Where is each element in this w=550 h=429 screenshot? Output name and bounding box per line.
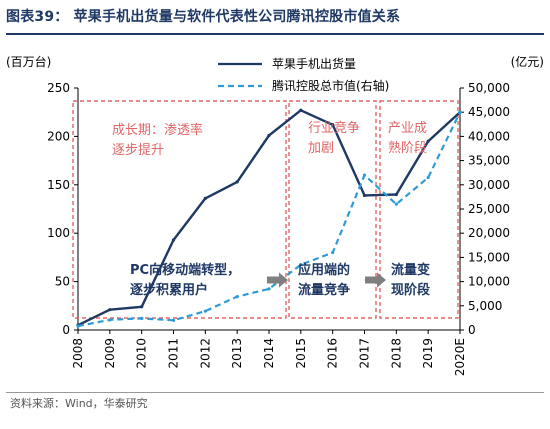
x-tick-label: 2009 bbox=[103, 338, 117, 369]
series-2-point bbox=[235, 295, 239, 299]
series-layer bbox=[76, 108, 462, 328]
series-2-point bbox=[299, 263, 303, 267]
left-tick-label: 250 bbox=[47, 81, 70, 95]
series-1-point bbox=[362, 193, 367, 198]
left-tick-label: 150 bbox=[47, 178, 70, 192]
annotation-4-line-2: 逐步积累用户 bbox=[130, 282, 208, 298]
right-tick-label: 45,000 bbox=[468, 105, 510, 119]
legend-label-2: 腾讯控股总市值(右轴) bbox=[272, 78, 389, 93]
arrow-icon-1 bbox=[267, 272, 288, 288]
x-tick-label: 2012 bbox=[198, 338, 212, 369]
x-tick-label: 2019 bbox=[421, 338, 435, 369]
right-tick-label: 35,000 bbox=[468, 154, 510, 168]
series-2-point bbox=[171, 318, 176, 322]
left-tick-label: 0 bbox=[62, 323, 70, 337]
left-axis-unit: (百万台) bbox=[6, 54, 51, 69]
x-tick-label: 2017 bbox=[358, 338, 372, 369]
x-tick-label: 2018 bbox=[389, 338, 403, 369]
series-2-point bbox=[140, 316, 144, 320]
right-tick-label: 0 bbox=[468, 323, 476, 337]
series-1-point bbox=[426, 139, 430, 143]
right-tick-label: 30,000 bbox=[468, 178, 510, 192]
annotation-4-line-1: PC向移动端转型， bbox=[130, 262, 240, 278]
series-1-point bbox=[108, 308, 112, 312]
series-1-point bbox=[267, 133, 271, 138]
phase-boxes bbox=[72, 100, 459, 319]
x-tick-label: 2011 bbox=[167, 338, 181, 369]
annotation-5-line-1: 应用端的 bbox=[298, 262, 350, 278]
series-2-point bbox=[458, 110, 462, 114]
right-tick-label: 10,000 bbox=[468, 275, 510, 289]
figure-title: 图表39： 苹果手机出货量与软件代表性公司腾讯控股市值关系 bbox=[6, 9, 401, 25]
series-2-point bbox=[362, 173, 367, 177]
right-tick-label: 25,000 bbox=[468, 202, 510, 216]
annotation-1-line-1: 成长期：渗透率 bbox=[112, 122, 203, 138]
annotation-3-line-2: 熟阶段 bbox=[388, 140, 427, 156]
annotation-6-line-2: 现阶段 bbox=[391, 282, 430, 298]
series-1-point bbox=[203, 196, 207, 200]
series-2-point bbox=[108, 318, 112, 322]
legend-label-1: 苹果手机出货量 bbox=[272, 56, 356, 71]
series-1-point bbox=[235, 180, 239, 184]
series-2-point bbox=[426, 175, 430, 180]
series-2-point bbox=[76, 324, 80, 328]
annotation-1-line-2: 逐步提升 bbox=[112, 142, 164, 158]
annotation-2-line-2: 加剧 bbox=[308, 141, 334, 156]
left-tick-label: 200 bbox=[47, 129, 70, 143]
series-1-point bbox=[331, 123, 335, 127]
x-tick-label: 2016 bbox=[326, 338, 340, 369]
series-2-point bbox=[203, 309, 207, 313]
phase-box-2 bbox=[288, 100, 377, 319]
source-rule bbox=[6, 392, 544, 393]
x-tick-label: 2015 bbox=[294, 338, 308, 369]
right-tick-label: 15,000 bbox=[468, 250, 510, 264]
annotation-6-line-1: 流量变 bbox=[391, 262, 430, 278]
axes-layer: 0 50 100 150 200 250 0 5,000 10,000 15,000 20,000 2… bbox=[6, 54, 544, 376]
series-2-point bbox=[394, 202, 398, 206]
x-tick-label: 2008 bbox=[71, 338, 85, 369]
title-rule bbox=[6, 33, 544, 35]
series-1-point bbox=[394, 192, 398, 197]
arrow-icon-2 bbox=[365, 272, 386, 288]
x-tick-label: 2014 bbox=[262, 338, 276, 369]
annotation-5-line-2: 流量竞争 bbox=[298, 282, 350, 298]
right-tick-label: 50,000 bbox=[468, 81, 510, 95]
left-tick-label: 50 bbox=[55, 275, 70, 289]
series-1-point bbox=[140, 305, 144, 309]
right-tick-label: 40,000 bbox=[468, 129, 510, 143]
left-tick-label: 100 bbox=[47, 226, 70, 240]
right-axis-unit: (亿元) bbox=[511, 54, 544, 69]
right-tick-label: 5,000 bbox=[468, 299, 502, 313]
x-tick-label: 2010 bbox=[135, 338, 149, 369]
right-tick-label: 20,000 bbox=[468, 226, 510, 240]
series-2-point bbox=[331, 250, 335, 255]
source-note: 资料来源：Wind，华泰研究 bbox=[10, 397, 148, 410]
x-tick-label: 2013 bbox=[230, 338, 244, 369]
phase-box-1 bbox=[72, 100, 287, 319]
series-2-point bbox=[267, 287, 271, 291]
phase-box-3 bbox=[379, 100, 459, 319]
series-1-point bbox=[171, 238, 176, 242]
x-tick-label: 2020E bbox=[453, 338, 467, 376]
annotation-2-line-1: 行业竞争 bbox=[308, 120, 360, 136]
annotation-3-line-1: 产业成 bbox=[388, 121, 427, 136]
series-1-point bbox=[299, 108, 303, 112]
